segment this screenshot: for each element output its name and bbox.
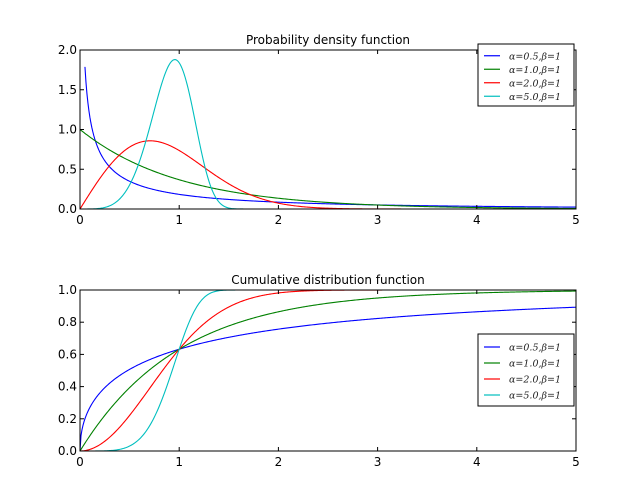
x-tick-label: 5: [572, 455, 580, 469]
series-line: [80, 306, 576, 451]
x-tick-label: 4: [473, 455, 481, 469]
x-tick-label: 5: [572, 213, 580, 227]
y-tick-label: 0.5: [58, 162, 77, 176]
series-line: [80, 140, 576, 209]
x-tick-label: 2: [275, 213, 283, 227]
legend-label: α=0.5,β=1: [509, 51, 561, 62]
legend-label: α=5.0,β=1: [509, 92, 561, 103]
legend-label: α=1.0,β=1: [509, 65, 561, 76]
x-tick-label: 0: [76, 455, 84, 469]
series-line: [80, 59, 576, 209]
y-tick-label: 0.4: [58, 380, 77, 394]
x-tick-label: 3: [374, 213, 382, 227]
x-tick-label: 0: [76, 213, 84, 227]
y-tick-label: 0.6: [58, 347, 77, 361]
legend-label: α=5.0,β=1: [509, 391, 561, 402]
x-tick-label: 4: [473, 213, 481, 227]
legend-label: α=1.0,β=1: [509, 359, 561, 370]
y-tick-label: 1.0: [58, 123, 77, 137]
x-tick-label: 1: [175, 455, 183, 469]
y-tick-label: 0.0: [58, 202, 77, 216]
series-line: [80, 129, 576, 209]
x-tick-label: 2: [275, 455, 283, 469]
pdf-legend: α=0.5,β=1 α=1.0,β=1 α=2.0,β=1 α=5.0,β=1: [477, 43, 575, 107]
pdf-lines: [80, 59, 576, 209]
y-tick-label: 0.2: [58, 412, 77, 426]
y-tick-label: 1.0: [58, 283, 77, 297]
cdf-axes-frame: [79, 289, 577, 452]
x-tick-label: 3: [374, 455, 382, 469]
series-line: [80, 290, 576, 451]
y-tick-label: 0.0: [58, 444, 77, 458]
cdf-title: Cumulative distribution function: [231, 273, 425, 287]
pdf-subplot: Probability density function 0 1 2 3 4 5 0.0 0.…: [58, 33, 580, 227]
legend-box: [477, 333, 575, 407]
y-tick-label: 0.8: [58, 315, 77, 329]
legend-label: α=2.0,β=1: [509, 375, 561, 386]
series-line: [80, 290, 576, 451]
legend-label: α=0.5,β=1: [509, 343, 561, 354]
y-tick-label: 1.5: [58, 83, 77, 97]
series-line: [84, 66, 576, 208]
cdf-ticks: 0 1 2 3 4 5 0.0 0.2 0.4 0.6 0.8 1.0: [58, 283, 580, 469]
legend-label: α=2.0,β=1: [509, 78, 561, 89]
pdf-title: Probability density function: [246, 33, 410, 47]
x-tick-label: 1: [175, 213, 183, 227]
pdf-ticks: 0 1 2 3 4 5 0.0 0.5 1.0 1.5 2.0: [58, 43, 580, 227]
cdf-subplot: Cumulative distribution function 0 1 2 3 4 50…: [58, 273, 580, 469]
y-tick-label: 2.0: [58, 43, 77, 57]
cdf-legend: α=0.5,β=1 α=1.0,β=1 α=2.0,β=1 α=5.0,β=1: [477, 333, 575, 407]
